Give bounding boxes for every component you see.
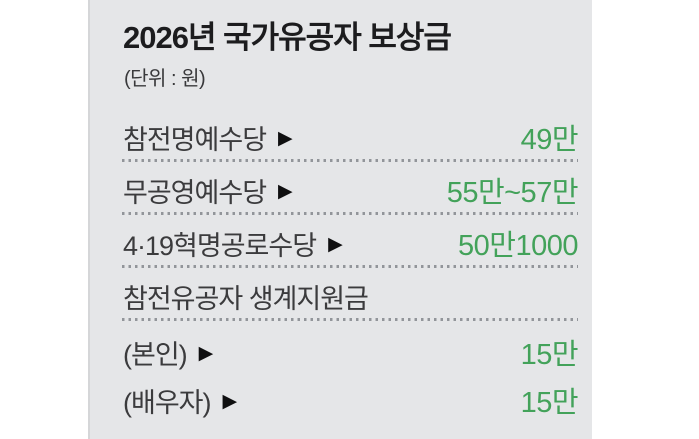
row-label-group: 4·19혁명공로수당 ▶: [123, 224, 343, 263]
row-label: 참전명예수당: [123, 124, 267, 155]
table-row: (본인) ▶ 15만: [123, 332, 579, 372]
row-label: 4·19혁명공로수당: [123, 230, 317, 261]
arrow-right-icon: ▶: [222, 390, 238, 412]
row-label-group: (배우자) ▶: [123, 381, 237, 420]
row-value: 49만: [520, 124, 579, 156]
row-label: (배우자): [123, 387, 212, 418]
row-label-group: 무공영예수당 ▶: [123, 171, 293, 210]
infographic-panel: 2026년 국가유공자 보상금 (단위 : 원) 참전명예수당 ▶ 49만 무공…: [88, 0, 592, 439]
row-value: 15만: [520, 387, 579, 419]
row-label-group: 참전유공자 생계지원금: [123, 277, 369, 316]
title-emphasis: 국가유공자: [223, 20, 362, 55]
row-label: 무공영예수당: [123, 177, 267, 208]
dotted-separator: [122, 212, 578, 215]
table-row: 참전명예수당 ▶ 49만: [123, 117, 579, 157]
dotted-separator: [122, 159, 578, 162]
arrow-right-icon: ▶: [278, 180, 293, 202]
row-value: 15만: [520, 339, 579, 371]
table-row: 4·19혁명공로수당 ▶ 50만1000: [123, 223, 578, 263]
title-suffix: 보상금: [360, 20, 452, 55]
arrow-right-icon: ▶: [278, 127, 293, 149]
row-label-group: 참전명예수당 ▶: [123, 118, 293, 157]
dotted-separator: [122, 318, 578, 321]
row-label: (본인): [123, 339, 188, 370]
row-label-group: (본인) ▶: [123, 333, 213, 372]
unit-note: (단위 : 원): [124, 68, 206, 90]
table-row: 무공영예수당 ▶ 55만~57만: [123, 170, 579, 210]
page-title: 2026년 국가유공자 보상금: [123, 20, 452, 56]
arrow-right-icon: ▶: [328, 233, 343, 255]
title-prefix: 2026년: [123, 20, 224, 55]
table-row: 참전유공자 생계지원금: [123, 276, 578, 316]
row-value: 50만1000: [458, 230, 578, 262]
table-row: (배우자) ▶ 15만: [123, 380, 579, 420]
row-label: 참전유공자 생계지원금: [123, 283, 369, 314]
arrow-right-icon: ▶: [198, 342, 214, 364]
dotted-separator: [122, 265, 578, 268]
row-value: 55만~57만: [446, 177, 579, 209]
